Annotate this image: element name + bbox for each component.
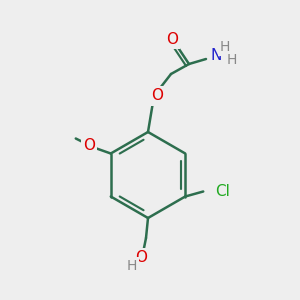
Text: H: H — [220, 40, 230, 54]
Text: H: H — [127, 259, 137, 273]
Text: O: O — [166, 32, 178, 46]
Text: H: H — [227, 53, 237, 67]
Text: O: O — [83, 138, 95, 153]
Text: N: N — [210, 47, 222, 62]
Text: O: O — [135, 250, 147, 266]
Text: O: O — [151, 88, 163, 104]
Text: Cl: Cl — [215, 184, 230, 199]
